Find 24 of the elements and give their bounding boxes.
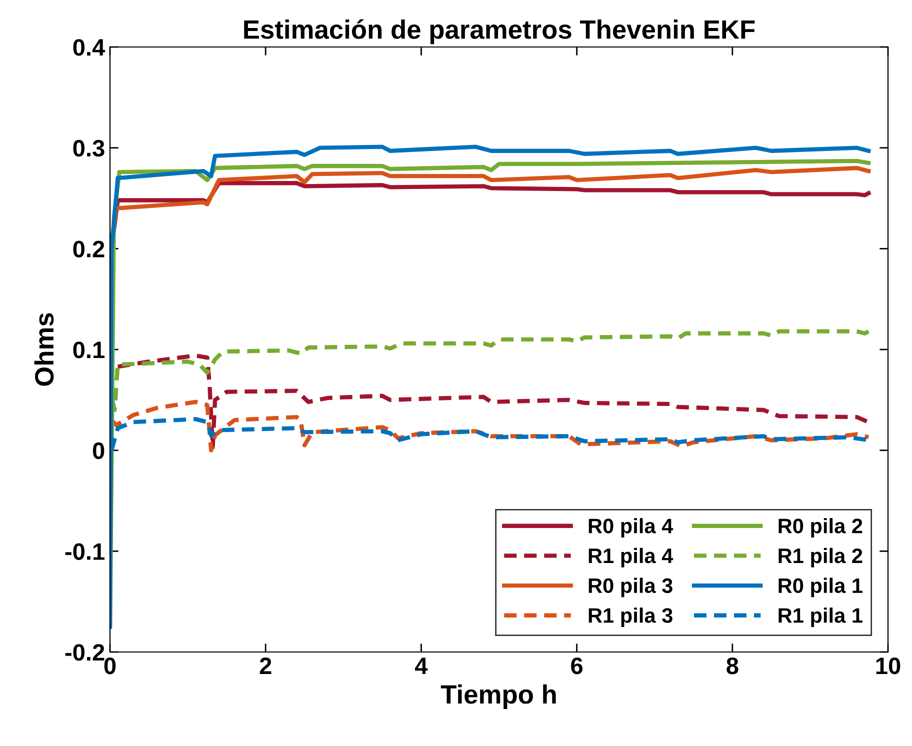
y-tick-label: 0.2	[73, 240, 104, 258]
y-tick-label: -0.2	[65, 644, 104, 661]
x-tick-label: 6	[571, 657, 583, 674]
legend-label: R1 pila 3	[588, 608, 672, 627]
y-tick-label: 0.1	[73, 342, 104, 358]
x-tick-label: 4	[414, 658, 428, 674]
legend-label: R0 pila 3	[588, 578, 672, 598]
y-tick-label: 0.3	[73, 140, 104, 157]
legend-label: R1 pila 4	[588, 548, 674, 568]
legend-label: R0 pila 1	[778, 578, 862, 598]
legend-label: R1 pila 1	[778, 608, 862, 627]
x-tick-label: 0	[104, 657, 116, 674]
y-axis-title: Ohms	[34, 313, 54, 386]
legend-label: R1 pila 2	[778, 548, 862, 568]
x-tick-label: 8	[726, 657, 738, 674]
x-axis-title: Tiempo h	[440, 684, 556, 710]
legend-label: R0 pila 4	[588, 518, 674, 538]
x-tick-label: 2	[260, 657, 272, 674]
x-tick-label: 10	[876, 657, 900, 674]
chart-title: Estimación de parametros Thevenin EKF	[244, 19, 755, 44]
y-tick-label: 0	[92, 442, 104, 460]
y-tick-label: 0.4	[73, 39, 106, 56]
legend-label: R0 pila 2	[778, 518, 862, 538]
y-tick-label: -0.1	[65, 543, 104, 560]
